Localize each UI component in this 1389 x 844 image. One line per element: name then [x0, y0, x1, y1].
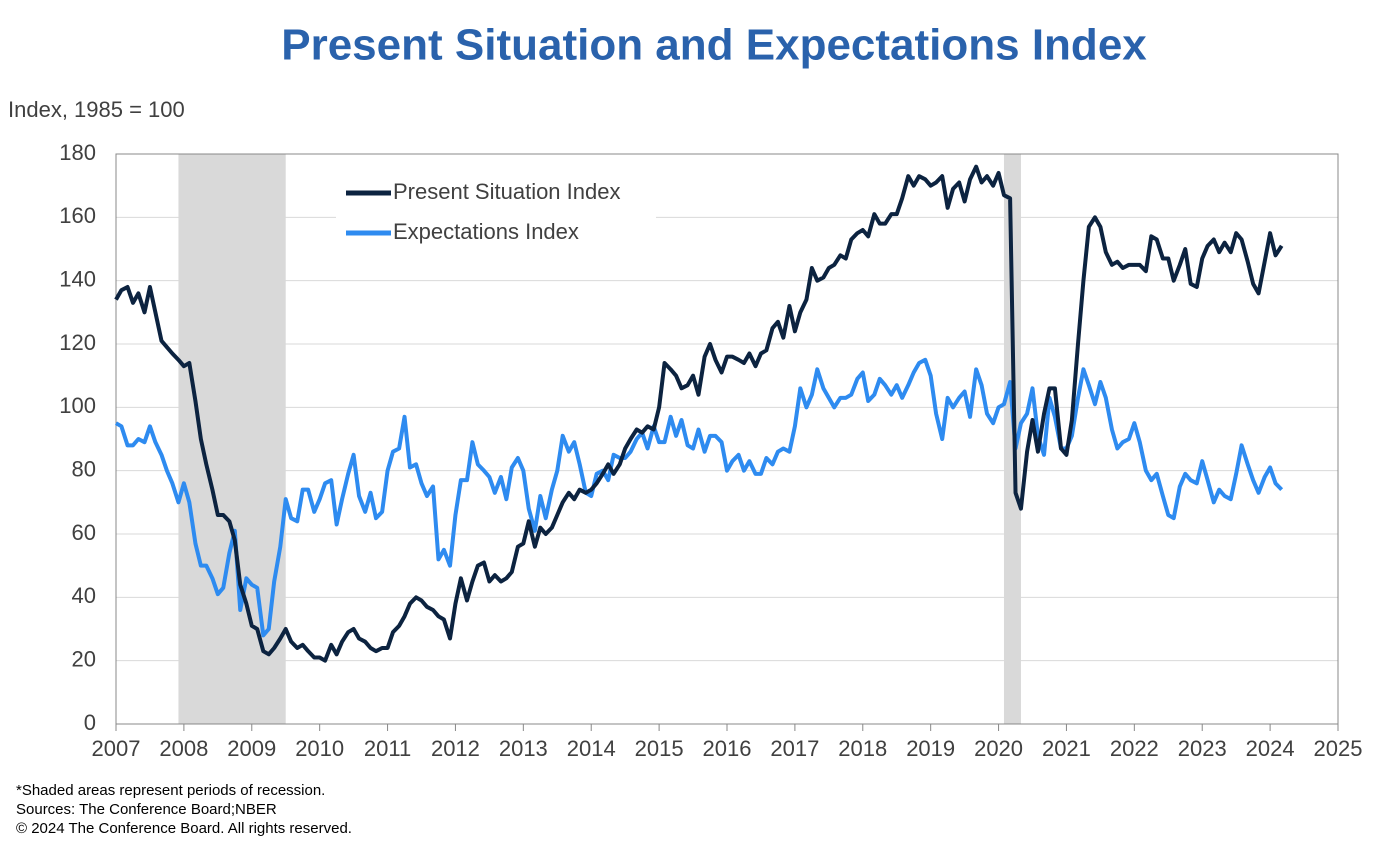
x-tick-label: 2023 — [1178, 736, 1227, 761]
x-tick-label: 2020 — [974, 736, 1023, 761]
series-line — [114, 357, 1284, 638]
footnote: Sources: The Conference Board;NBER — [16, 801, 277, 818]
y-tick-label: 180 — [59, 140, 96, 165]
x-tick-label: 2017 — [770, 736, 819, 761]
x-tick-label: 2019 — [906, 736, 955, 761]
y-tick-label: 80 — [72, 456, 96, 481]
x-tick-label: 2024 — [1246, 736, 1295, 761]
x-tick-label: 2008 — [159, 736, 208, 761]
x-tick-label: 2016 — [703, 736, 752, 761]
y-tick-label: 100 — [59, 393, 96, 418]
legend-label: Expectations Index — [393, 219, 579, 244]
series-line — [114, 164, 1284, 663]
recession-band — [178, 154, 286, 724]
chart-title: Present Situation and Expectations Index — [281, 21, 1147, 70]
legend-label: Present Situation Index — [393, 179, 620, 204]
x-tick-label: 2007 — [92, 736, 141, 761]
y-axis-label: Index, 1985 = 100 — [8, 97, 185, 122]
y-tick-label: 160 — [59, 203, 96, 228]
y-tick-label: 40 — [72, 583, 96, 608]
x-tick-label: 2012 — [431, 736, 480, 761]
x-tick-label: 2014 — [567, 736, 616, 761]
footnote: © 2024 The Conference Board. All rights … — [16, 820, 352, 837]
x-tick-label: 2018 — [838, 736, 887, 761]
y-tick-label: 60 — [72, 520, 96, 545]
y-tick-label: 0 — [84, 710, 96, 735]
y-tick-label: 20 — [72, 646, 96, 671]
y-tick-label: 140 — [59, 266, 96, 291]
x-tick-label: 2015 — [635, 736, 684, 761]
x-tick-label: 2025 — [1314, 736, 1363, 761]
x-tick-label: 2011 — [364, 736, 411, 761]
x-tick-label: 2021 — [1042, 736, 1091, 761]
x-tick-label: 2010 — [295, 736, 344, 761]
footnote: *Shaded areas represent periods of reces… — [16, 782, 325, 799]
x-tick-label: 2009 — [227, 736, 276, 761]
x-tick-label: 2013 — [499, 736, 548, 761]
y-tick-label: 120 — [59, 330, 96, 355]
x-tick-label: 2022 — [1110, 736, 1159, 761]
legend-box — [336, 170, 656, 260]
recession-band — [1003, 154, 1021, 724]
